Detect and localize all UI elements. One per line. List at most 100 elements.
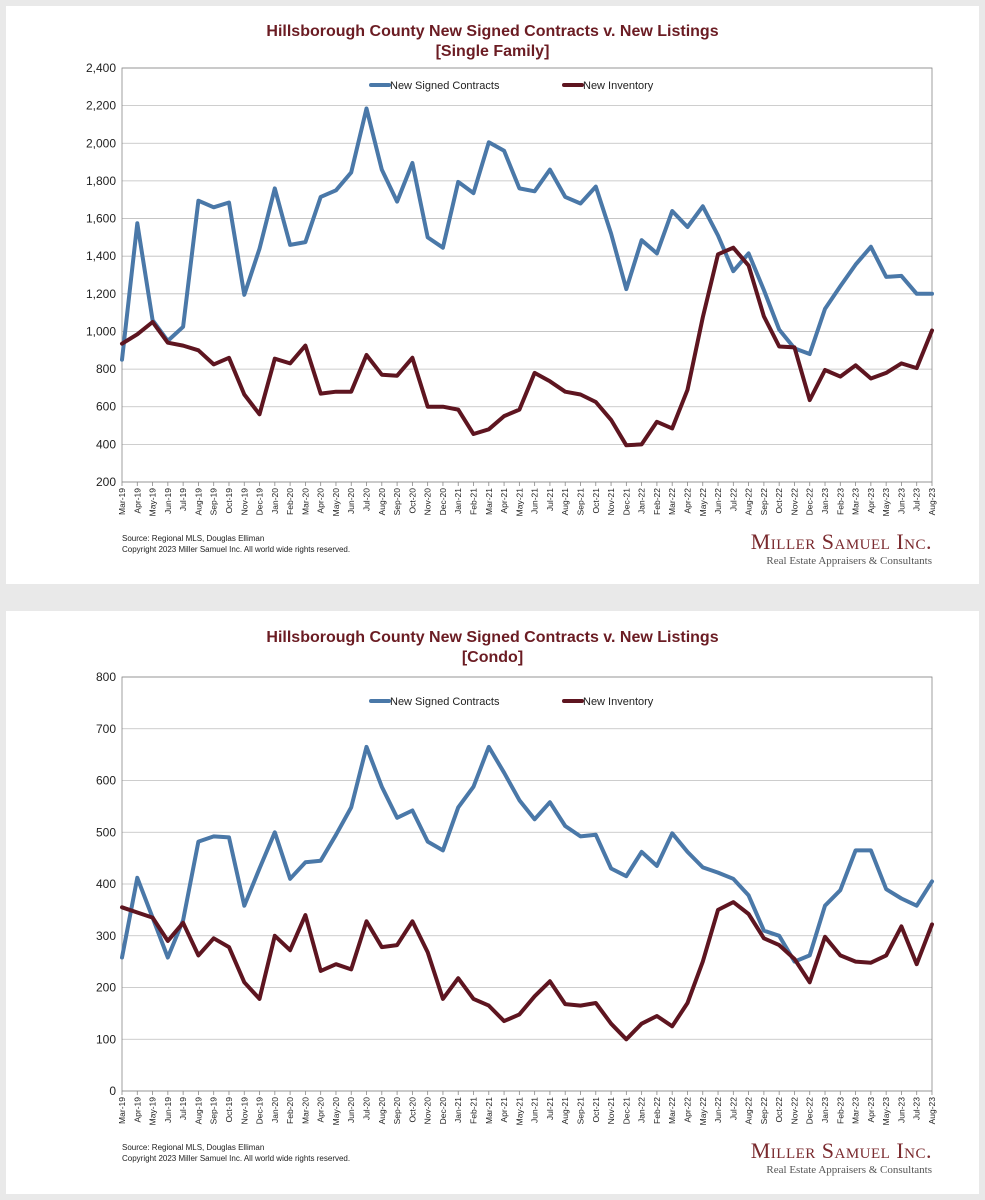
x-tick-label: Jan-22	[637, 1097, 647, 1123]
x-tick-label: Jun-20	[346, 488, 356, 514]
x-tick-label: Mar-22	[667, 1097, 677, 1124]
x-tick-label: Sep-21	[575, 1097, 585, 1125]
brand-logo: Miller Samuel Inc. Real Estate Appraiser…	[751, 1139, 932, 1178]
x-tick-label: Jun-23	[896, 1097, 906, 1123]
source-note: Source: Regional MLS, Douglas Elliman Co…	[122, 1142, 350, 1164]
x-tick-label: Apr-21	[499, 1097, 509, 1123]
x-tick-label: Apr-19	[132, 1097, 142, 1123]
legend-label: New Inventory	[583, 80, 654, 92]
x-tick-label: Oct-19	[224, 1097, 234, 1123]
x-tick-label: Jan-20	[270, 1097, 280, 1123]
series-line-inventory	[120, 900, 934, 1042]
x-tick-label: Jun-21	[530, 1097, 540, 1123]
y-tick-label: 300	[96, 929, 116, 943]
brand-logo: Miller Samuel Inc. Real Estate Appraiser…	[751, 530, 932, 569]
x-tick-label: Jun-19	[163, 488, 173, 514]
x-tick-label: Feb-22	[652, 1097, 662, 1124]
x-tick-label: Oct-19	[224, 488, 234, 514]
x-tick-label: Dec-20	[438, 1097, 448, 1125]
x-tick-label: Aug-19	[193, 1097, 203, 1125]
legend-label: New Signed Contracts	[390, 80, 500, 92]
y-tick-label: 200	[96, 475, 116, 489]
y-tick-label: 800	[96, 362, 116, 376]
x-tick-label: Jul-21	[545, 1097, 555, 1120]
x-tick-label: Apr-20	[316, 488, 326, 514]
x-tick-label: Mar-19	[117, 1097, 127, 1124]
brand-tagline: Real Estate Appraisers & Consultants	[766, 555, 932, 567]
x-tick-label: Apr-22	[682, 1097, 692, 1123]
x-tick-label: Dec-21	[621, 488, 631, 516]
x-tick-label: Aug-23	[927, 488, 937, 516]
x-tick-label: May-23	[881, 1097, 891, 1126]
x-tick-label: Sep-22	[759, 488, 769, 516]
x-tick-label: May-19	[148, 1097, 158, 1126]
y-tick-label: 100	[96, 1032, 116, 1046]
x-tick-label: Mar-21	[484, 488, 494, 515]
x-tick-label: Aug-22	[744, 1097, 754, 1125]
line-chart-single-family: 200 400 600 800 1,000 1,200 1,400 1,600 1,800 2,0…	[86, 61, 937, 517]
chart-panel-condo: Hillsborough County New Signed Contracts…	[6, 611, 979, 1194]
x-tick-label: Dec-19	[255, 1097, 265, 1125]
plot-frame	[121, 67, 933, 483]
x-tick-label: Jul-20	[362, 1097, 372, 1120]
source-line: Source: Regional MLS, Douglas Elliman	[122, 534, 265, 543]
x-tick-label: Jul-21	[545, 488, 555, 511]
y-tick-label: 600	[96, 400, 116, 414]
x-tick-label: Feb-20	[285, 488, 295, 515]
x-tick-label: Feb-23	[835, 1097, 845, 1124]
y-tick-label: 1,600	[86, 212, 116, 226]
x-tick-label: Feb-23	[835, 488, 845, 515]
x-tick-label: May-21	[514, 1097, 524, 1126]
x-tick-label: Jul-23	[912, 488, 922, 511]
y-tick-label: 200	[96, 981, 116, 995]
y-tick-label: 400	[96, 437, 116, 451]
chart-title: Hillsborough County New Signed Contracts…	[6, 628, 979, 668]
x-tick-label: May-19	[148, 488, 158, 517]
x-tick-label: Oct-21	[591, 488, 601, 514]
x-tick-label: Jul-19	[178, 1097, 188, 1120]
chart-title: Hillsborough County New Signed Contracts…	[6, 22, 979, 62]
y-tick-label: 1,800	[86, 174, 116, 188]
x-tick-label: Mar-23	[851, 1097, 861, 1124]
x-tick-label: Nov-20	[423, 1097, 433, 1125]
x-tick-label: Aug-21	[560, 488, 570, 516]
y-tick-label: 0	[109, 1084, 116, 1098]
brand-tagline: Real Estate Appraisers & Consultants	[766, 1164, 932, 1176]
x-tick-label: Jan-20	[270, 488, 280, 514]
x-tick-label: Jun-21	[530, 488, 540, 514]
series-line-contracts	[120, 744, 934, 964]
x-tick-label: Jul-19	[178, 488, 188, 511]
x-tick-label: Aug-21	[560, 1097, 570, 1125]
y-tick-label: 600	[96, 774, 116, 788]
x-tick-label: Oct-20	[407, 488, 417, 514]
chart-panel-single-family: Hillsborough County New Signed Contracts…	[6, 6, 979, 584]
y-tick-label: 700	[96, 722, 116, 736]
y-tick-label: 2,000	[86, 136, 116, 150]
x-tick-label: Mar-20	[300, 1097, 310, 1124]
copyright-line: Copyright 2023 Miller Samuel Inc. All wo…	[122, 545, 351, 554]
x-tick-label: Apr-22	[682, 488, 692, 514]
x-tick-label: Feb-21	[469, 488, 479, 515]
x-tick-label: Jun-23	[896, 488, 906, 514]
x-tick-label: Nov-21	[606, 488, 616, 516]
x-tick-label: Jun-22	[713, 1097, 723, 1123]
x-tick-label: Jan-22	[637, 488, 647, 514]
x-tick-label: Jun-19	[163, 1097, 173, 1123]
x-tick-label: Oct-22	[774, 488, 784, 514]
series-line-contracts	[120, 106, 934, 362]
x-tick-label: Jan-21	[453, 488, 463, 514]
x-tick-label: Feb-21	[469, 1097, 479, 1124]
x-tick-label: Jul-22	[728, 1097, 738, 1120]
y-tick-label: 2,400	[86, 61, 116, 75]
x-tick-label: Dec-20	[438, 488, 448, 516]
x-tick-label: Sep-20	[392, 1097, 402, 1125]
source-line: Source: Regional MLS, Douglas Elliman	[122, 1143, 265, 1152]
chart-subtitle: [Single Family]	[435, 43, 550, 60]
x-tick-label: Nov-21	[606, 1097, 616, 1125]
x-tick-label: Sep-19	[209, 1097, 219, 1125]
x-tick-label: Mar-19	[117, 488, 127, 515]
x-tick-label: Jul-22	[728, 488, 738, 511]
x-tick-label: Dec-22	[805, 488, 815, 516]
x-tick-label: Dec-22	[805, 1097, 815, 1125]
x-tick-label: Apr-23	[866, 1097, 876, 1123]
